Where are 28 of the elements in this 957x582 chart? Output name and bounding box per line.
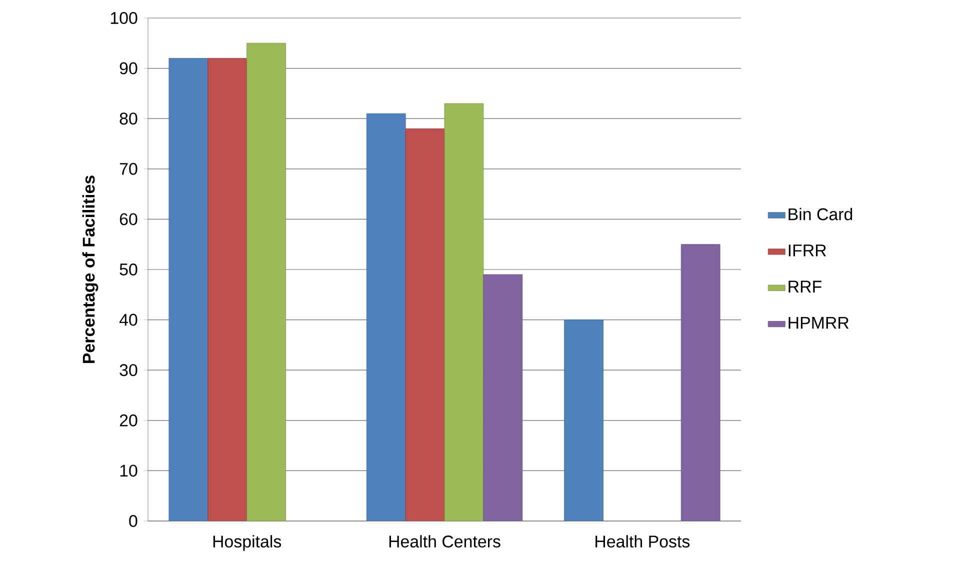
y-tick-label: 80 xyxy=(120,112,138,125)
y-tick-label: 50 xyxy=(120,264,138,276)
y-axis-title: Percentage of Facilities xyxy=(82,176,98,363)
y-tick-label: 20 xyxy=(120,414,138,426)
bar xyxy=(208,58,248,521)
bar xyxy=(444,103,484,521)
bar xyxy=(405,128,445,521)
y-tick-label: 70 xyxy=(120,162,138,175)
y-tick-label: 90 xyxy=(120,62,138,74)
bar xyxy=(168,58,208,521)
legend-label: HPMRR xyxy=(788,316,849,329)
x-tick-label: Hospitals xyxy=(213,535,282,551)
y-tick-label: 100 xyxy=(110,12,138,24)
bar xyxy=(483,274,523,521)
y-tick-label: 0 xyxy=(129,515,138,527)
y-tick-label: 40 xyxy=(119,314,138,326)
legend-label: RRF xyxy=(788,280,822,292)
y-tick-label: 10 xyxy=(120,464,138,477)
legend-label: IFRR xyxy=(788,244,826,256)
x-tick-label: Health Posts xyxy=(596,535,690,548)
x-tick-label: Health Centers xyxy=(389,535,500,548)
bar xyxy=(680,244,720,521)
y-tick-label: 60 xyxy=(120,213,138,226)
bar xyxy=(564,320,604,521)
bar xyxy=(246,42,286,521)
bar xyxy=(366,113,406,521)
y-tick-label: 30 xyxy=(120,364,138,376)
legend-label: Bin Card xyxy=(788,208,852,220)
